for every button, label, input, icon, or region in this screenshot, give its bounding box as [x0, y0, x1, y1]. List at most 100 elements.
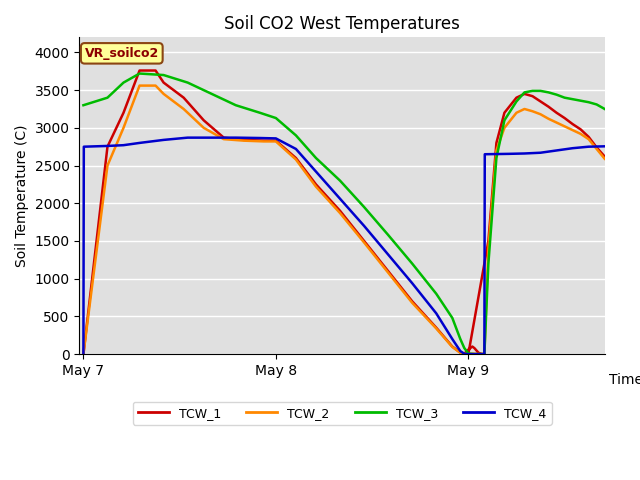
TCW_4 [208, 135, 216, 141]
TCW_3 [513, 98, 520, 104]
TCW_4 [569, 145, 577, 151]
TCW_4 [104, 143, 111, 149]
TCW_4 [384, 252, 392, 257]
TCW_1 [292, 155, 300, 161]
TCW_3 [561, 95, 568, 100]
TCW_3 [529, 88, 536, 94]
TCW_4 [136, 140, 143, 146]
TCW_4 [184, 135, 191, 141]
TCW_1 [477, 351, 484, 357]
TCW_3 [537, 88, 545, 94]
TCW_3 [292, 132, 300, 138]
TCW_4 [481, 151, 488, 157]
TCW_2 [593, 146, 600, 152]
TCW_2 [470, 351, 478, 357]
TCW_4 [537, 150, 545, 156]
TCW_1 [545, 104, 552, 109]
TCW_1 [468, 344, 476, 349]
Text: VR_soilco2: VR_soilco2 [84, 47, 159, 60]
TCW_2 [449, 344, 456, 350]
TCW_3 [456, 336, 464, 342]
TCW_1 [500, 110, 508, 116]
TCW_3 [553, 92, 561, 97]
TCW_1 [336, 208, 344, 214]
TCW_3 [601, 106, 609, 112]
TCW_1 [493, 140, 500, 146]
TCW_3 [474, 351, 482, 357]
TCW_1 [474, 350, 482, 356]
TCW_3 [477, 351, 484, 357]
TCW_3 [470, 351, 478, 357]
TCW_1 [537, 98, 545, 104]
TCW_2 [537, 111, 545, 117]
TCW_2 [585, 136, 593, 142]
TCW_1 [104, 144, 111, 150]
TCW_1 [472, 348, 480, 353]
TCW_1 [180, 95, 188, 100]
TCW_2 [513, 110, 520, 116]
TCW_3 [312, 155, 320, 161]
TCW_3 [272, 115, 280, 121]
TCW_2 [481, 351, 488, 357]
TCW_1 [484, 238, 492, 244]
TCW_1 [152, 68, 159, 73]
TCW_1 [601, 154, 609, 159]
TCW_2 [456, 350, 464, 356]
TCW_3 [461, 345, 468, 351]
TCW_4 [120, 142, 127, 148]
Line: TCW_2: TCW_2 [83, 85, 605, 354]
TCW_2 [260, 139, 268, 144]
TCW_3 [232, 102, 239, 108]
TCW_4 [461, 351, 468, 357]
TCW_4 [256, 135, 264, 141]
TCW_3 [481, 351, 488, 357]
TCW_2 [180, 106, 188, 112]
TCW_1 [136, 68, 143, 73]
TCW_1 [481, 351, 488, 357]
TCW_2 [312, 184, 320, 190]
TCW_1 [456, 350, 464, 356]
TCW_4 [553, 147, 561, 153]
TCW_1 [312, 181, 320, 187]
TCW_2 [272, 139, 280, 144]
TCW_4 [472, 351, 480, 357]
TCW_3 [569, 96, 577, 102]
TCW_3 [468, 351, 476, 357]
TCW_1 [593, 144, 600, 150]
TCW_2 [200, 125, 207, 131]
TCW_1 [449, 344, 456, 349]
TCW_1 [408, 299, 416, 304]
TCW_2 [484, 246, 492, 252]
TCW_3 [336, 178, 344, 183]
TCW_1 [200, 118, 207, 123]
TCW_3 [208, 91, 216, 97]
TCW_3 [465, 350, 472, 356]
TCW_4 [474, 351, 482, 357]
TCW_4 [468, 351, 476, 357]
TCW_3 [408, 261, 416, 266]
TCW_1 [470, 345, 478, 351]
Line: TCW_4: TCW_4 [83, 138, 605, 354]
TCW_1 [479, 351, 486, 357]
TCW_4 [360, 223, 368, 229]
TCW_1 [384, 268, 392, 274]
TCW_3 [384, 232, 392, 238]
TCW_4 [465, 351, 472, 357]
TCW_3 [585, 99, 593, 105]
TCW_2 [336, 210, 344, 216]
X-axis label: Time: Time [609, 373, 640, 387]
TCW_3 [79, 102, 87, 108]
TCW_2 [468, 351, 476, 357]
TCW_2 [408, 300, 416, 306]
TCW_1 [79, 351, 87, 357]
Y-axis label: Soil Temperature (C): Soil Temperature (C) [15, 124, 29, 267]
TCW_1 [465, 351, 472, 357]
TCW_2 [500, 125, 508, 131]
TCW_1 [461, 351, 468, 357]
TCW_2 [465, 351, 472, 357]
TCW_1 [465, 347, 472, 352]
TCW_1 [220, 135, 228, 141]
TCW_4 [463, 351, 470, 357]
Line: TCW_1: TCW_1 [83, 71, 605, 354]
TCW_3 [256, 110, 264, 116]
